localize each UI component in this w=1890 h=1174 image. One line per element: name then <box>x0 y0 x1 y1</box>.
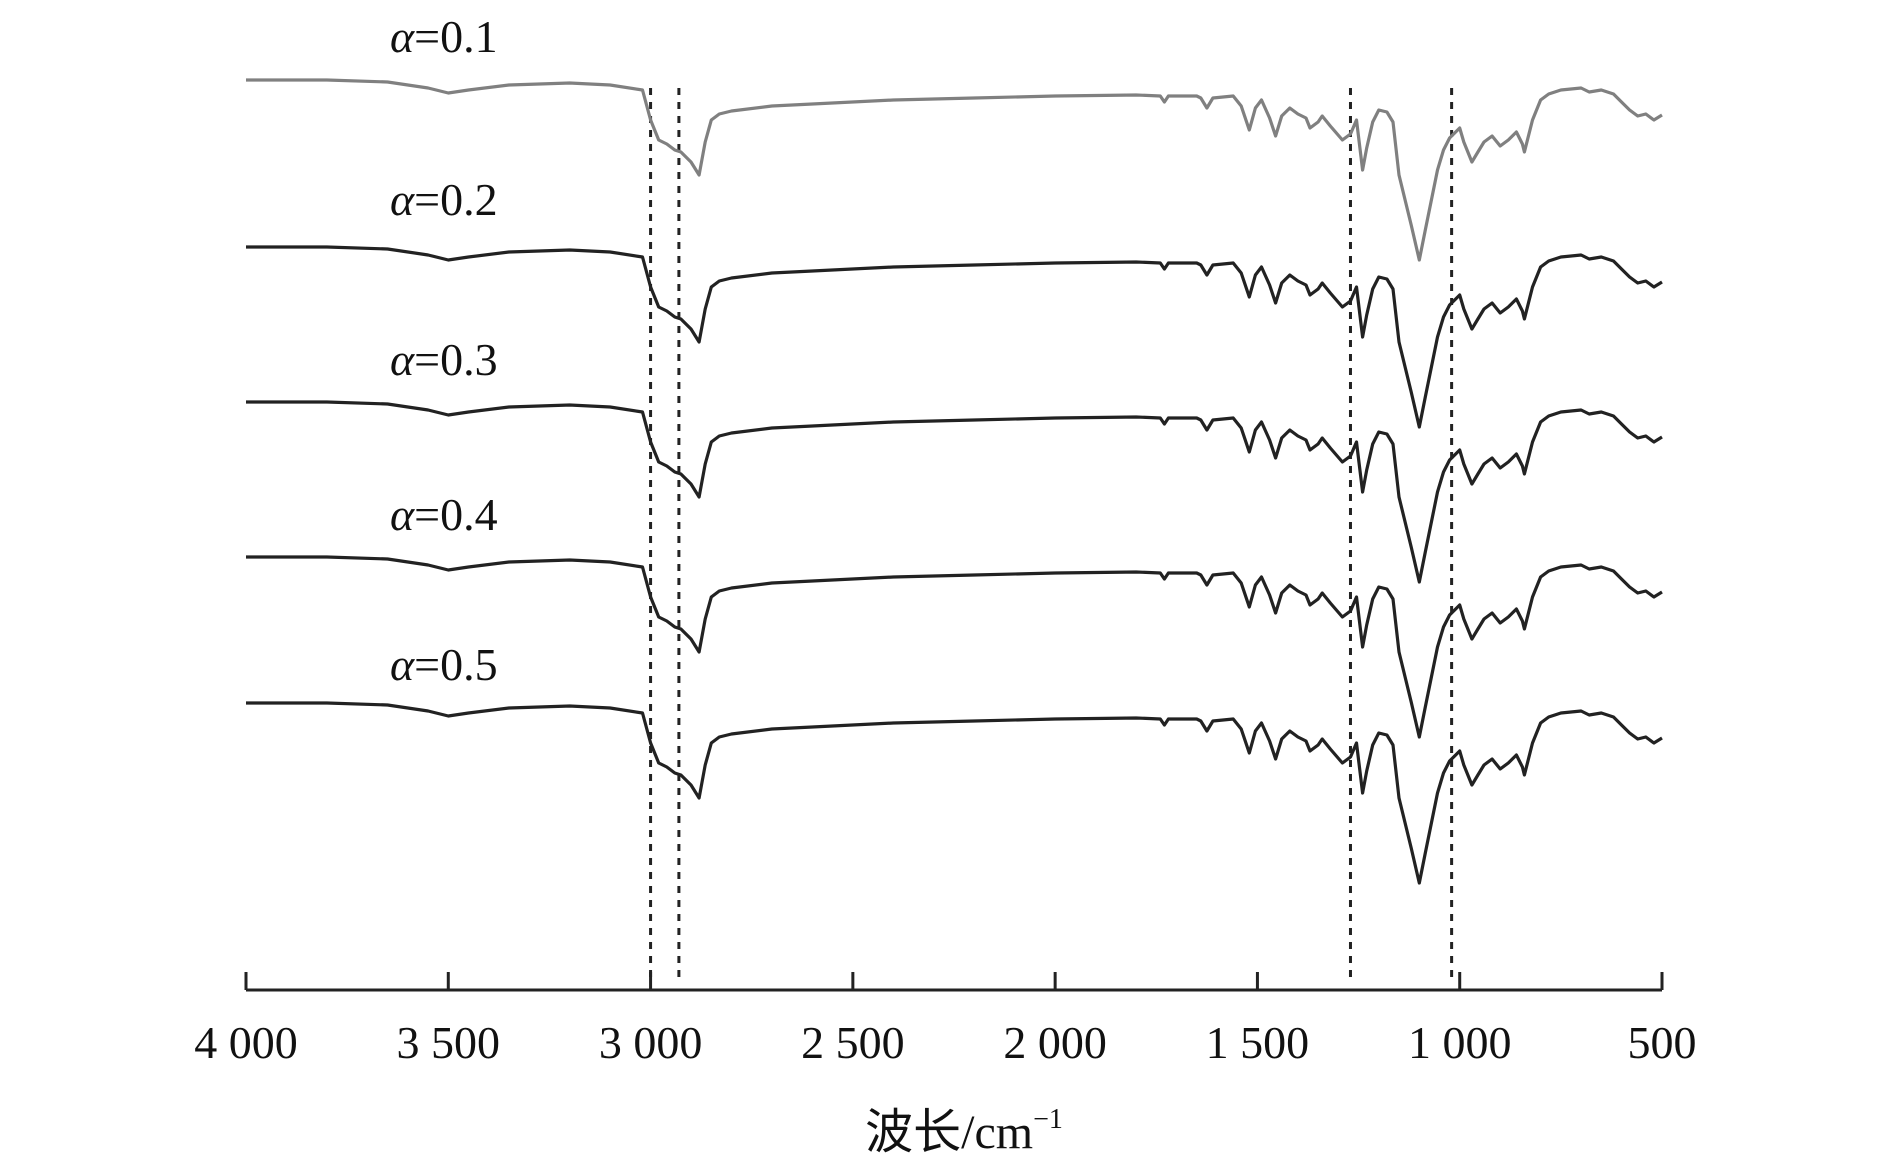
x-tick-label: 2 000 <box>1003 1017 1107 1068</box>
series-line-3 <box>246 400 1663 584</box>
x-tick-label: 4 000 <box>194 1017 298 1068</box>
x-axis-label: 波长/cm−1 <box>865 1104 1063 1159</box>
series-group <box>246 78 1663 885</box>
x-axis-label-text: 波长/cm <box>865 1106 1033 1159</box>
x-tick-label: 1 000 <box>1408 1017 1512 1068</box>
x-tick-label: 1 500 <box>1206 1017 1310 1068</box>
series-labels: α=0.1 α=0.2 α=0.3 α=0.4 α=0.5 <box>390 11 498 690</box>
series-line-4 <box>246 555 1663 739</box>
x-axis-label-superscript: −1 <box>1033 1104 1063 1135</box>
series-label-3: α=0.3 <box>390 334 498 385</box>
x-tick-label: 500 <box>1628 1017 1697 1068</box>
series-line-1 <box>246 78 1663 262</box>
series-line-2 <box>246 245 1663 429</box>
x-tick-label: 3 000 <box>599 1017 703 1068</box>
series-label-5: α=0.5 <box>390 639 498 690</box>
series-label-4: α=0.4 <box>390 489 498 540</box>
series-label-2: α=0.2 <box>390 174 498 225</box>
series-line-5 <box>246 701 1663 885</box>
reference-lines <box>649 88 1454 980</box>
x-tick-label: 2 500 <box>801 1017 905 1068</box>
x-tick-label: 3 500 <box>397 1017 501 1068</box>
x-axis: 4 000 3 500 3 000 2 500 2 000 1 500 1 000 500 <box>194 972 1697 1068</box>
series-label-1: α=0.1 <box>390 11 498 62</box>
